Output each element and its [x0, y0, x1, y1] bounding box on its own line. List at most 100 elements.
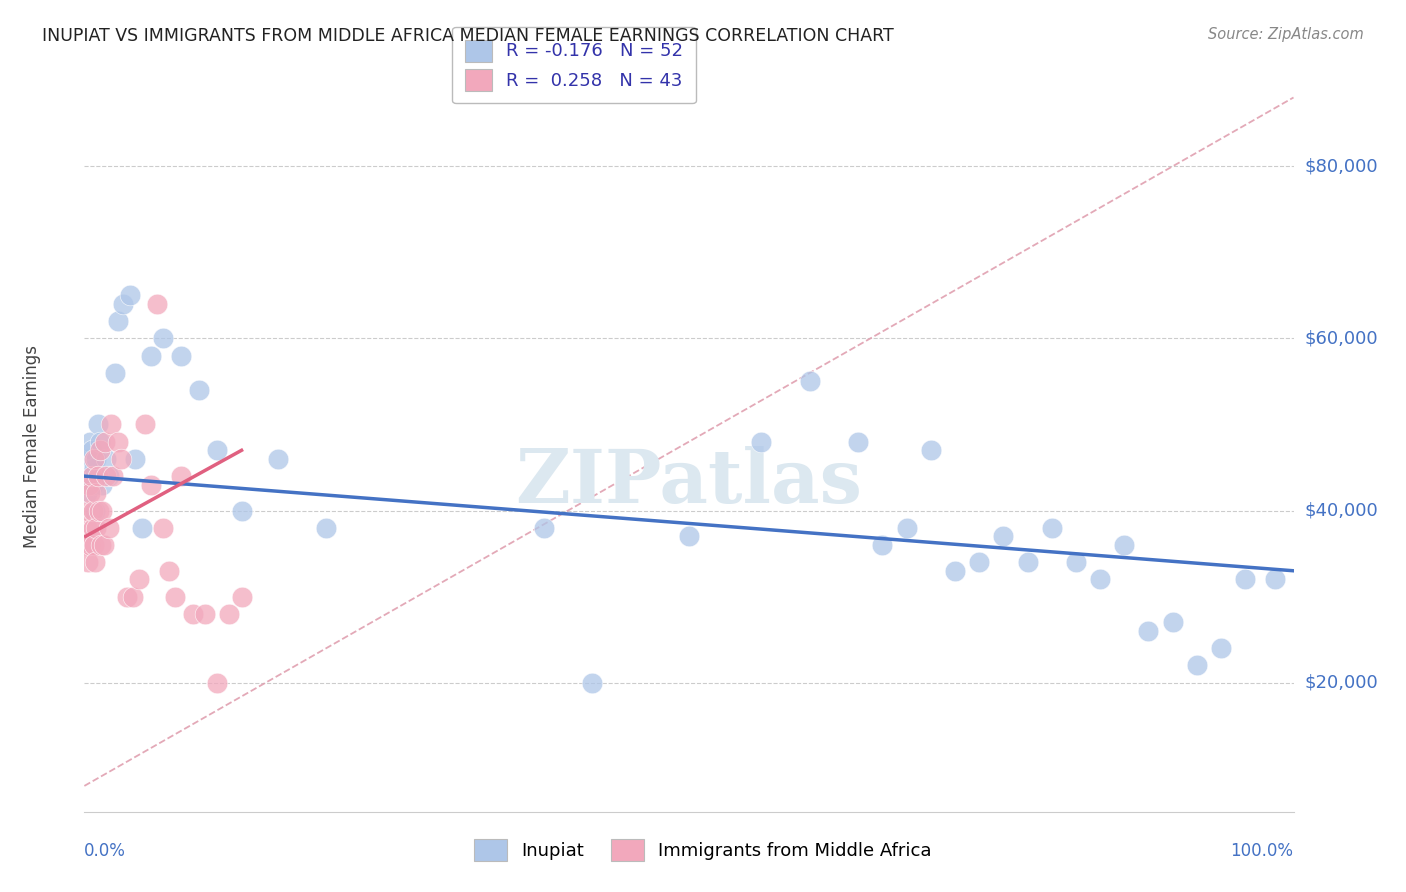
Point	[207, 443, 229, 458]
Point	[91, 503, 114, 517]
Point	[87, 503, 110, 517]
Point	[82, 477, 104, 491]
Point	[76, 486, 98, 500]
Text: ZIPatlas: ZIPatlas	[516, 446, 862, 519]
Point	[1161, 615, 1184, 630]
Point	[77, 469, 100, 483]
Point	[94, 451, 117, 466]
Point	[75, 538, 97, 552]
Point	[678, 529, 700, 543]
Legend: Inupiat, Immigrants from Middle Africa: Inupiat, Immigrants from Middle Africa	[465, 830, 941, 870]
Legend: R = -0.176   N = 52, R =  0.258   N = 43: R = -0.176 N = 52, R = 0.258 N = 43	[451, 27, 696, 103]
Point	[1209, 641, 1232, 656]
Point	[100, 417, 122, 432]
Text: Median Female Earnings: Median Female Earnings	[22, 344, 41, 548]
Point	[1264, 573, 1286, 587]
Point	[128, 573, 150, 587]
Point	[94, 434, 117, 449]
Point	[97, 521, 120, 535]
Point	[157, 564, 180, 578]
Text: $80,000: $80,000	[1305, 157, 1378, 176]
Point	[91, 477, 114, 491]
Point	[1040, 521, 1063, 535]
Point	[139, 349, 162, 363]
Point	[83, 538, 105, 552]
Point	[152, 331, 174, 345]
Point	[79, 538, 101, 552]
Point	[751, 434, 773, 449]
Point	[170, 469, 193, 483]
Point	[896, 521, 918, 535]
Point	[86, 469, 108, 483]
Point	[134, 417, 156, 432]
Point	[993, 529, 1015, 543]
Point	[86, 521, 108, 535]
Text: Source: ZipAtlas.com: Source: ZipAtlas.com	[1208, 27, 1364, 42]
Point	[86, 451, 108, 466]
Point	[103, 469, 125, 483]
Point	[84, 503, 107, 517]
Point	[231, 503, 253, 517]
Text: INUPIAT VS IMMIGRANTS FROM MIDDLE AFRICA MEDIAN FEMALE EARNINGS CORRELATION CHAR: INUPIAT VS IMMIGRANTS FROM MIDDLE AFRICA…	[42, 27, 894, 45]
Point	[77, 451, 100, 466]
Point	[124, 451, 146, 466]
Point	[581, 675, 603, 690]
Point	[943, 564, 966, 578]
Point	[1064, 555, 1087, 569]
Point	[79, 486, 101, 500]
Point	[131, 521, 153, 535]
Point	[1017, 555, 1039, 569]
Point	[165, 590, 187, 604]
Point	[120, 288, 142, 302]
Point	[315, 521, 337, 535]
Point	[188, 383, 211, 397]
Point	[139, 477, 162, 491]
Point	[170, 349, 193, 363]
Point	[846, 434, 869, 449]
Point	[1234, 573, 1257, 587]
Point	[920, 443, 942, 458]
Point	[82, 521, 104, 535]
Point	[93, 538, 115, 552]
Point	[82, 503, 104, 517]
Point	[107, 434, 129, 449]
Point	[799, 375, 821, 389]
Point	[207, 675, 229, 690]
Point	[107, 314, 129, 328]
Point	[231, 590, 253, 604]
Text: 0.0%: 0.0%	[84, 842, 127, 860]
Point	[94, 469, 117, 483]
Point	[533, 521, 555, 535]
Point	[146, 297, 169, 311]
Point	[76, 521, 98, 535]
Point	[967, 555, 990, 569]
Point	[86, 417, 108, 432]
Point	[112, 297, 135, 311]
Text: 100.0%: 100.0%	[1230, 842, 1294, 860]
Point	[181, 607, 204, 621]
Point	[87, 469, 110, 483]
Point	[152, 521, 174, 535]
Point	[115, 590, 138, 604]
Point	[83, 460, 105, 475]
Point	[1114, 538, 1136, 552]
Point	[97, 469, 120, 483]
Point	[77, 503, 100, 517]
Point	[1137, 624, 1160, 638]
Point	[267, 451, 290, 466]
Point	[1088, 573, 1111, 587]
Point	[89, 443, 111, 458]
Point	[77, 555, 100, 569]
Point	[110, 451, 132, 466]
Point	[218, 607, 240, 621]
Point	[90, 538, 112, 552]
Point	[84, 555, 107, 569]
Point	[121, 590, 143, 604]
Point	[89, 434, 111, 449]
Text: $20,000: $20,000	[1305, 673, 1378, 691]
Point	[194, 607, 217, 621]
Text: $40,000: $40,000	[1305, 501, 1378, 519]
Point	[104, 366, 127, 380]
Point	[80, 443, 103, 458]
Point	[79, 434, 101, 449]
